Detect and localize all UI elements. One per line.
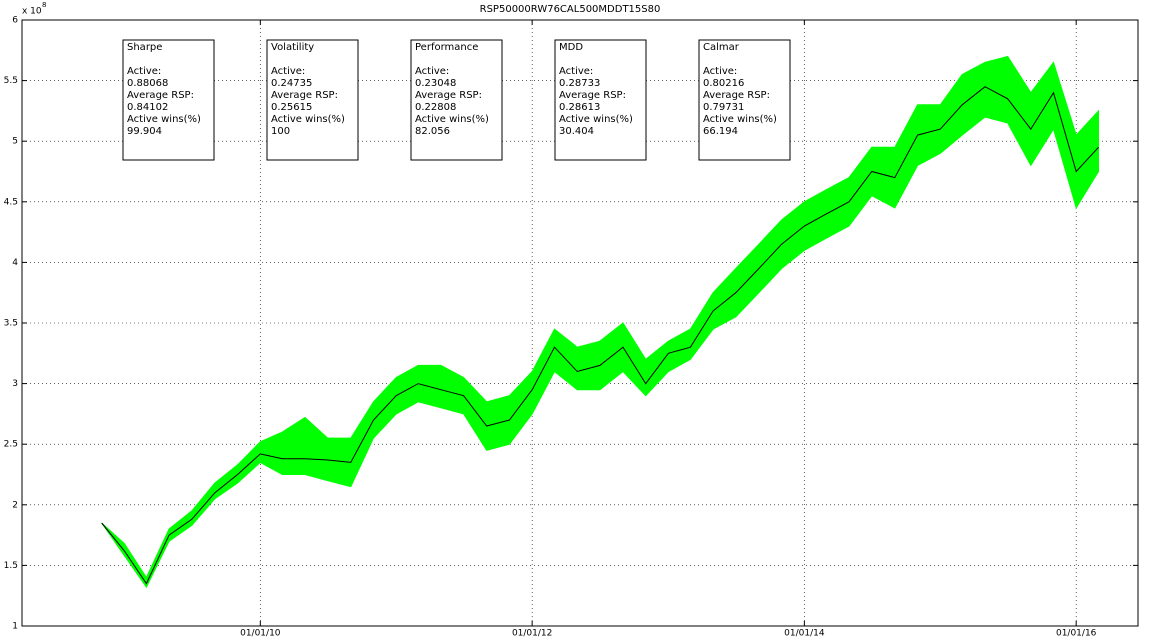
y-tick-label: 4.5 [4, 197, 18, 207]
stats-box-line: Average RSP: [127, 90, 194, 101]
y-multiplier-power: 8 [42, 1, 46, 9]
y-tick-label: 1 [12, 622, 18, 632]
x-tick-label: 01/01/16 [1056, 629, 1097, 639]
stats-box-line: 0.80216 [703, 78, 744, 89]
stats-box-title: Performance [415, 42, 478, 53]
stats-box-line: Active wins(%) [559, 114, 633, 125]
stats-box-line: 0.25615 [271, 102, 312, 113]
y-tick-label: 3.5 [4, 319, 18, 329]
stats-box-line: 0.88068 [127, 78, 168, 89]
stats-box-line: Active wins(%) [271, 114, 345, 125]
stats-box-line: Active: [559, 66, 593, 77]
grid [22, 19, 1138, 627]
stats-box-line: 0.84102 [127, 102, 168, 113]
x-tick-label: 01/01/14 [784, 629, 825, 639]
y-tick-label: 2.5 [4, 440, 18, 450]
y-tick-label: 6 [12, 16, 18, 26]
stats-box-line: 0.23048 [415, 78, 456, 89]
stats-box-line: Active wins(%) [127, 114, 201, 125]
chart-title: RSP50000RW76CAL500MDDT15S80 [480, 4, 661, 15]
stats-box [266, 39, 359, 161]
stats-box-line: 0.28733 [559, 78, 600, 89]
y-tick-label: 3 [12, 379, 18, 389]
stats-box-title: Calmar [703, 42, 740, 53]
stats-box-line: Average RSP: [415, 90, 482, 101]
y-multiplier: x 10 [22, 7, 42, 17]
stats-box-line: Active wins(%) [415, 114, 489, 125]
stats-box-line: 82.056 [415, 126, 450, 137]
stats-box-line: Active: [703, 66, 737, 77]
y-tick-label: 5.5 [4, 76, 18, 86]
y-tick-label: 4 [12, 258, 18, 268]
x-tick-label: 01/01/12 [512, 629, 552, 639]
band-area [101, 55, 1099, 589]
stats-box-line: 30.404 [559, 126, 594, 137]
stats-box-line: Active: [415, 66, 449, 77]
stats-box-line: 99.904 [127, 126, 162, 137]
stats-box-title: MDD [559, 42, 583, 53]
stats-box-line: 100 [271, 126, 290, 137]
stats-box [698, 39, 791, 161]
stats-box-line: Active wins(%) [703, 114, 777, 125]
y-tick-label: 2 [12, 500, 18, 510]
stats-box-line: Average RSP: [559, 90, 626, 101]
stats-box [554, 39, 647, 161]
stats-box-line: 0.79731 [703, 102, 744, 113]
y-tick-label: 5 [12, 137, 18, 147]
stats-box-line: Average RSP: [271, 90, 338, 101]
stats-box [122, 39, 215, 161]
stats-box-line: 0.24735 [271, 78, 312, 89]
stats-box-line: 0.28613 [559, 102, 600, 113]
stats-box-title: Volatility [271, 42, 314, 53]
data-line [101, 86, 1099, 585]
stats-box-line: Average RSP: [703, 90, 770, 101]
stats-box-line: Active: [271, 66, 305, 77]
stats-box-title: Sharpe [127, 42, 162, 53]
stats-box [410, 39, 503, 161]
stats-box-line: 0.22808 [415, 102, 456, 113]
stats-box-line: 66.194 [703, 126, 738, 137]
y-tick-label: 1.5 [4, 561, 18, 571]
stats-box-line: Active: [127, 66, 161, 77]
x-tick-label: 01/01/10 [240, 629, 281, 639]
